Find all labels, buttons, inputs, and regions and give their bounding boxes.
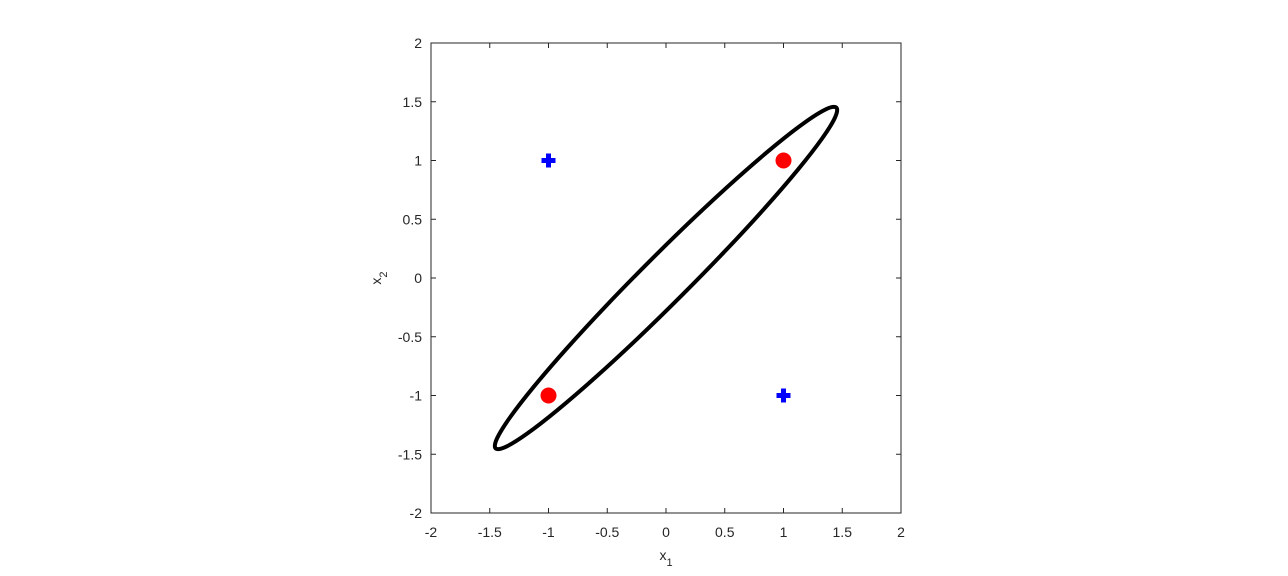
point xyxy=(775,152,792,169)
y-tick-label: -1.5 xyxy=(398,446,422,462)
x-tick-label: -0.5 xyxy=(595,524,619,540)
y-tick-label: 1 xyxy=(414,153,422,169)
y-tick-label: -0.5 xyxy=(398,329,422,345)
x-tick-label: -1.5 xyxy=(478,524,502,540)
x-tick-label: 2 xyxy=(897,524,905,540)
x-tick-label: 1.5 xyxy=(833,524,853,540)
y-tick-label: 0.5 xyxy=(403,211,423,227)
point xyxy=(541,153,556,168)
y-tick-label: 1.5 xyxy=(403,94,423,110)
x-label-text: x xyxy=(659,547,666,563)
plot-frame xyxy=(430,42,902,514)
x-tick-label: 0 xyxy=(662,524,670,540)
x-label-subscript: 1 xyxy=(666,557,672,569)
y-label-text: x xyxy=(368,278,384,285)
y-tick-label: 2 xyxy=(414,35,422,51)
x-tick-label: 1 xyxy=(780,524,788,540)
x-tick-label: 0.5 xyxy=(715,524,735,540)
y-tick-label: 0 xyxy=(414,270,422,286)
x-tick-label: -1 xyxy=(542,524,555,540)
x-axis-label: x1 xyxy=(659,547,672,569)
y-label-subscript: 2 xyxy=(378,271,390,277)
y-tick-label: -2 xyxy=(410,505,423,521)
curve xyxy=(492,104,840,452)
x-tick-label: -2 xyxy=(425,524,438,540)
y-axis-label: x2 xyxy=(368,271,390,284)
y-tick-label: -1 xyxy=(410,388,423,404)
point xyxy=(776,388,791,403)
point xyxy=(540,387,557,404)
